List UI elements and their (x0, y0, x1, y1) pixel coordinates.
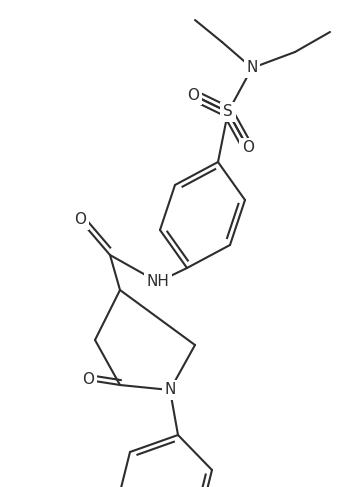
Text: O: O (82, 373, 94, 388)
Text: NH: NH (147, 275, 169, 289)
Text: N: N (246, 60, 258, 75)
Text: O: O (242, 141, 254, 155)
Text: S: S (223, 105, 233, 119)
Text: O: O (187, 88, 199, 102)
Text: N: N (164, 382, 176, 397)
Text: O: O (74, 212, 86, 227)
